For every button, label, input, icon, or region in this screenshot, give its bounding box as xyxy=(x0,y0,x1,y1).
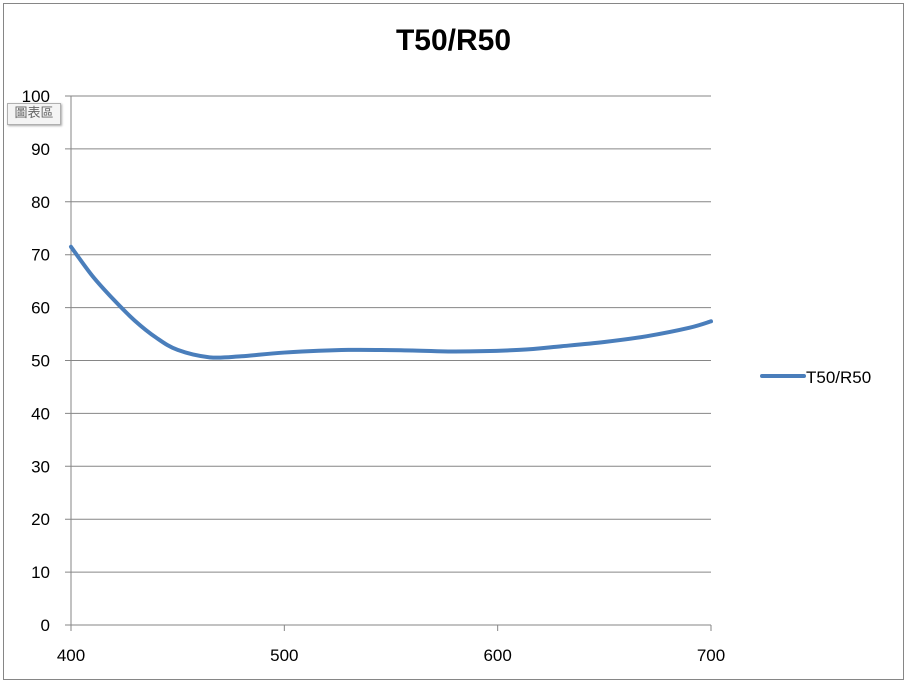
series-line xyxy=(69,244,713,360)
y-tick-label: 40 xyxy=(31,404,50,423)
y-tick-label: 0 xyxy=(41,616,50,635)
chart-frame[interactable] xyxy=(3,3,904,680)
y-tick-label: 30 xyxy=(31,457,50,476)
y-tick-label: 50 xyxy=(31,352,50,371)
y-tick-label: 90 xyxy=(31,140,50,159)
y-tick-label: 60 xyxy=(31,299,50,318)
x-tick-label: 600 xyxy=(483,646,511,665)
y-tick-label: 20 xyxy=(31,510,50,529)
y-tick-label: 10 xyxy=(31,563,50,582)
chart-title: T50/R50 xyxy=(395,24,512,57)
y-tick-label: 100 xyxy=(22,87,50,106)
chart-area-tooltip: 圖表區 xyxy=(7,103,61,125)
x-tick-label: 700 xyxy=(697,646,725,665)
y-tick-label: 70 xyxy=(31,246,50,265)
y-tick-label: 80 xyxy=(31,193,50,212)
x-tick-label: 400 xyxy=(57,646,85,665)
legend-label: T50/R50 xyxy=(806,368,871,387)
x-tick-label: 500 xyxy=(270,646,298,665)
